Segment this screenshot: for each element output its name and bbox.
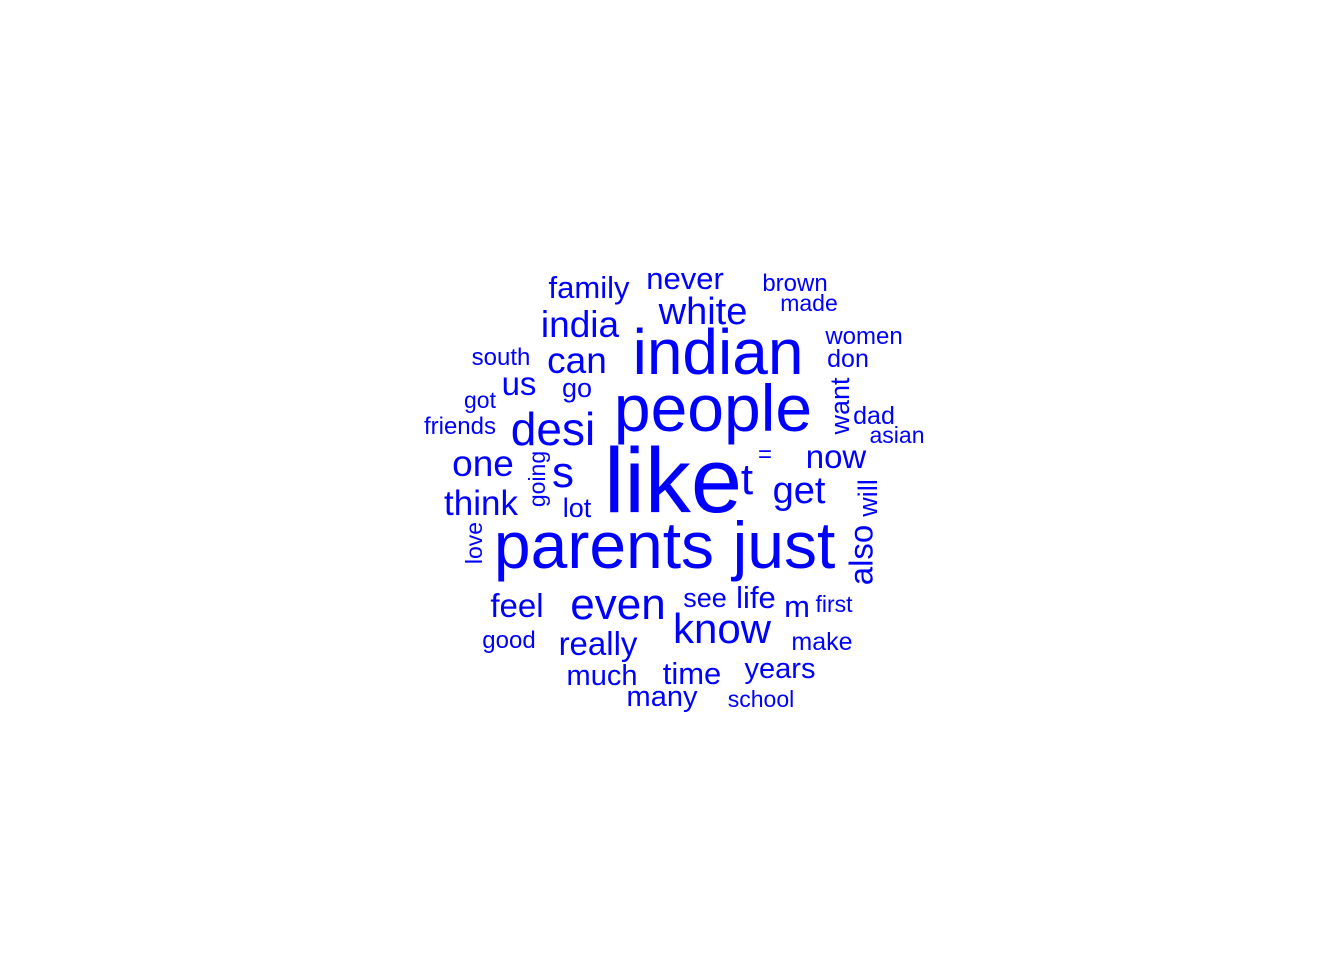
word-made: made xyxy=(780,290,838,316)
word-dad: dad xyxy=(853,402,895,430)
word-school: school xyxy=(728,686,794,712)
word-go: go xyxy=(562,373,592,403)
word-m: m xyxy=(784,589,810,624)
word-first: first xyxy=(815,591,853,617)
word-much: much xyxy=(567,660,638,692)
word-feel: feel xyxy=(490,587,543,624)
word-parents: parents xyxy=(494,508,714,582)
word-got: got xyxy=(464,387,497,413)
word-family: family xyxy=(549,270,630,305)
word-one: one xyxy=(452,443,514,484)
word-really: really xyxy=(559,625,638,662)
word-friends: friends xyxy=(424,413,496,440)
word-asian: asian xyxy=(870,422,925,448)
word-many: many xyxy=(627,681,698,713)
word-equals: = xyxy=(758,441,772,468)
word-indian: indian xyxy=(633,316,804,388)
word-lot: lot xyxy=(563,493,592,523)
word-never: never xyxy=(646,261,724,296)
word-will: will xyxy=(853,479,883,518)
word-see: see xyxy=(683,583,727,613)
word-make: make xyxy=(791,628,852,656)
word-t: t xyxy=(741,455,753,504)
word-people: people xyxy=(614,371,812,445)
word-even: even xyxy=(570,580,665,629)
word-us: us xyxy=(502,365,537,402)
word-know: know xyxy=(673,605,772,652)
word-south: south xyxy=(472,344,531,371)
word-life: life xyxy=(736,580,776,615)
word-love: love xyxy=(461,522,487,564)
word-going: going xyxy=(524,451,550,507)
word-don: don xyxy=(827,345,869,373)
word-years: years xyxy=(745,653,816,685)
word-white: white xyxy=(658,291,748,333)
word-time: time xyxy=(663,656,722,691)
word-india: india xyxy=(541,304,620,345)
word-women: women xyxy=(824,323,902,350)
word-brown: brown xyxy=(762,270,827,297)
word-can: can xyxy=(547,340,607,381)
word-just: just xyxy=(731,508,836,582)
word-now: now xyxy=(806,438,867,475)
word-s: s xyxy=(552,448,574,497)
word-think: think xyxy=(444,484,518,523)
word-get: get xyxy=(773,470,826,512)
word-good: good xyxy=(482,627,535,654)
word-also: also xyxy=(843,525,880,586)
word-desi: desi xyxy=(511,403,595,455)
word-want: want xyxy=(825,377,855,436)
word-like: like xyxy=(604,430,742,532)
